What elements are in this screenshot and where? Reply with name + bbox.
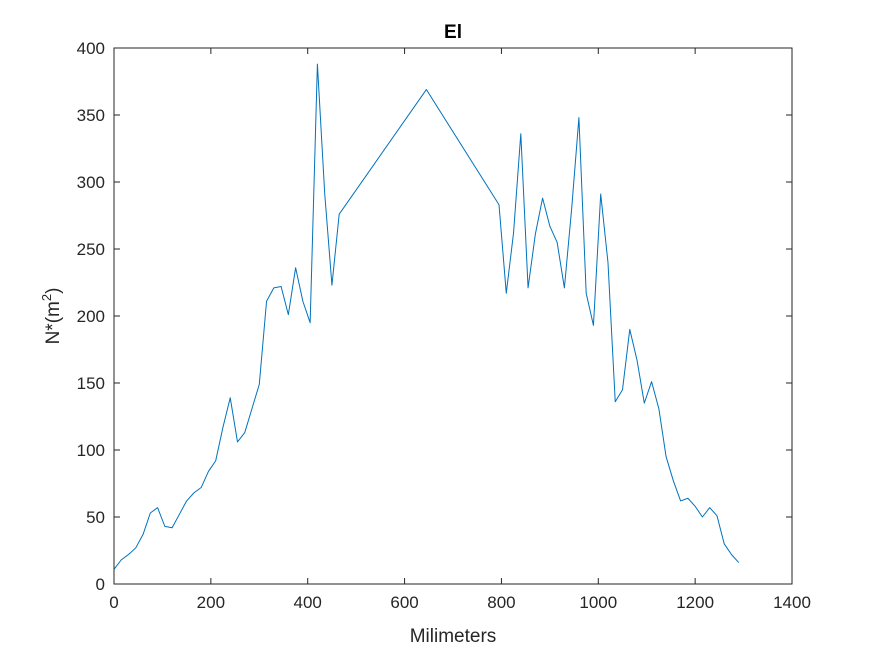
data-layer	[113, 63, 740, 570]
y-tick-label: 100	[77, 441, 105, 460]
x-tick-label: 1200	[676, 593, 714, 612]
ticks-layer: 0 200 400 600 800 1000 1200 1400 0 50 100 150 200 250…	[77, 39, 811, 612]
y-tick-label: 300	[77, 173, 105, 192]
plot-area	[114, 48, 792, 584]
x-axis-label: Milimeters	[410, 626, 497, 647]
chart-title: El	[444, 22, 462, 43]
y-tick-label: 350	[77, 106, 105, 125]
y-axis-label: N*(m2)	[39, 288, 64, 345]
x-tick-label: 0	[109, 593, 118, 612]
series-line-1	[113, 63, 740, 570]
y-tick-label: 400	[77, 39, 105, 58]
y-axis-label-superscript: 2	[39, 294, 54, 301]
y-axis-label-close: )	[43, 288, 64, 294]
y-tick-label: 0	[96, 575, 105, 594]
x-tick-label: 1400	[773, 593, 811, 612]
y-tick-label: 250	[77, 240, 105, 259]
y-axis-label-base: N*(m	[43, 301, 64, 344]
x-tick-label: 800	[487, 593, 515, 612]
y-tick-label: 50	[86, 508, 105, 527]
x-tick-label: 200	[197, 593, 225, 612]
y-tick-label: 200	[77, 307, 105, 326]
x-tick-label: 600	[390, 593, 418, 612]
y-tick-label: 150	[77, 374, 105, 393]
x-tick-label: 400	[294, 593, 322, 612]
x-tick-label: 1000	[579, 593, 617, 612]
